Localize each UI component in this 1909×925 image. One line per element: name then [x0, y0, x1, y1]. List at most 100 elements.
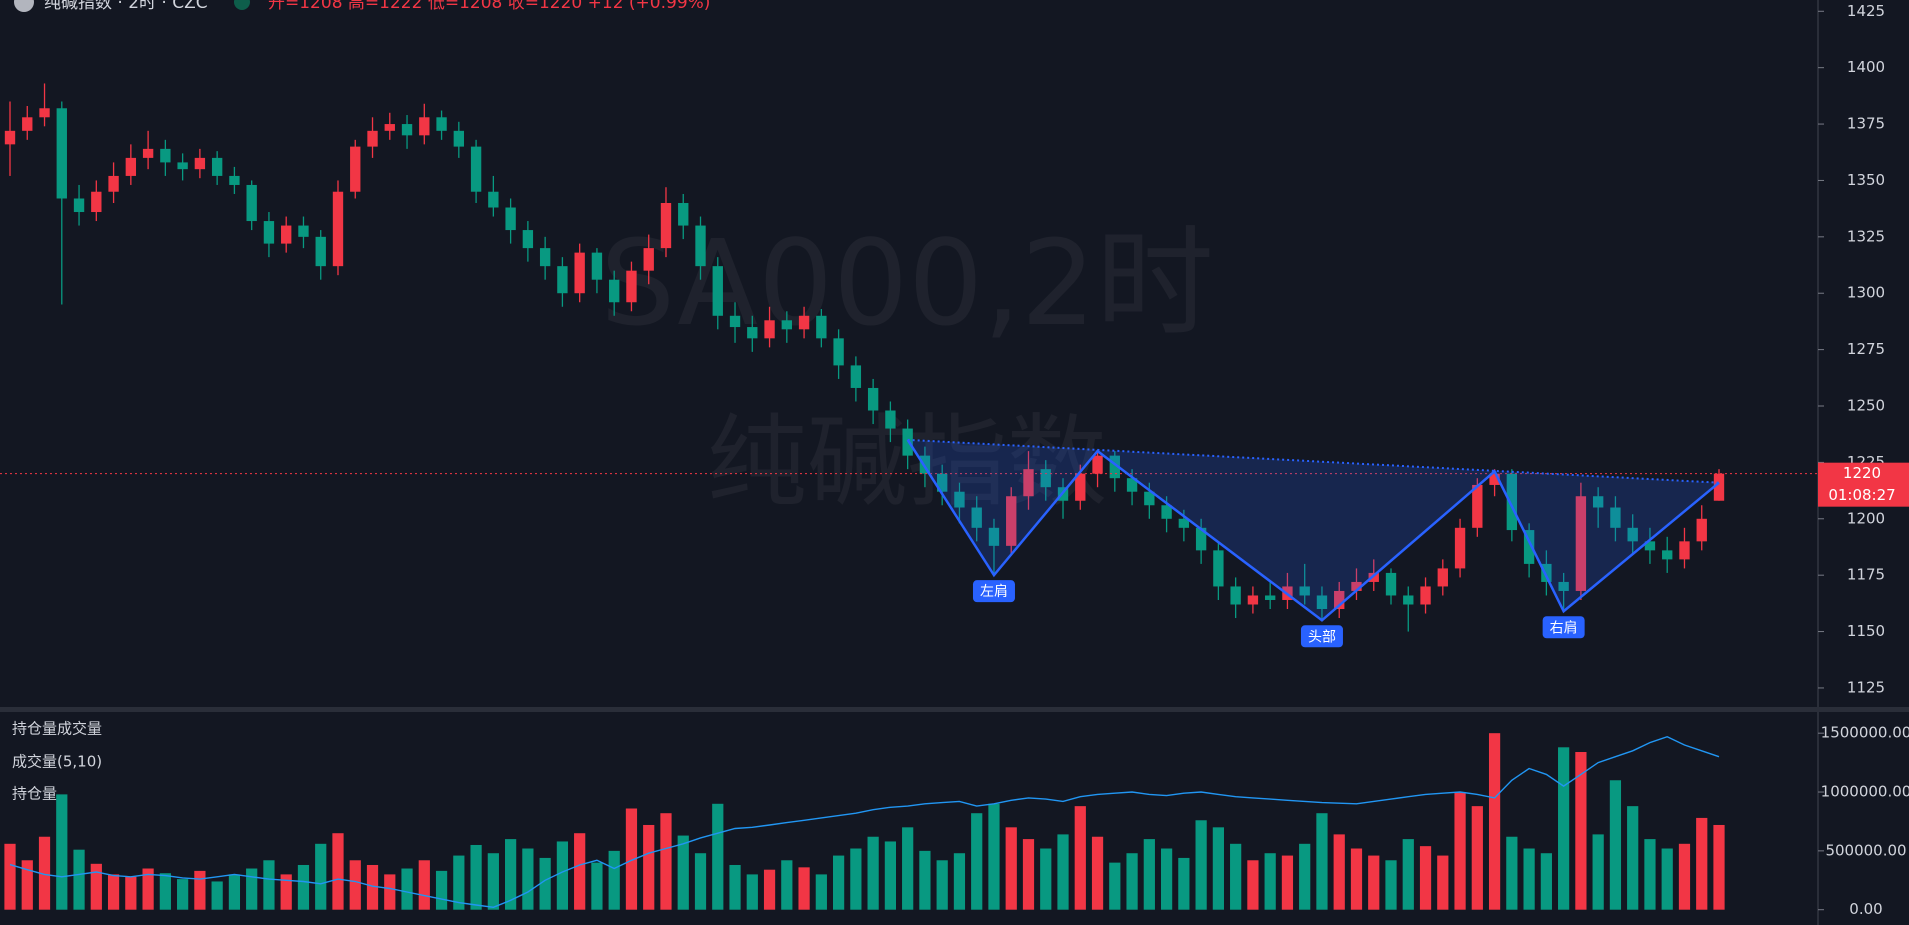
- countdown: 01:08:27: [1828, 486, 1895, 504]
- volume-bar: [902, 827, 914, 910]
- volume-bar: [850, 848, 862, 910]
- candle-body: [488, 191, 499, 208]
- volume-bar: [1644, 839, 1656, 910]
- candle-body: [470, 146, 482, 192]
- candle-body: [384, 124, 395, 131]
- candle-body: [1541, 563, 1552, 582]
- candle-body: [1023, 469, 1034, 497]
- candle-body: [4, 130, 16, 145]
- volume-bar: [1212, 827, 1224, 910]
- candle-body: [660, 203, 672, 249]
- candle-body: [436, 117, 447, 131]
- candle-body: [816, 315, 827, 339]
- last-price-label: 1220: [1843, 464, 1881, 482]
- candle-body: [1144, 491, 1155, 506]
- candle-body: [1075, 473, 1086, 501]
- volume-bar: [1678, 843, 1691, 910]
- volume-bar: [936, 860, 948, 910]
- candle-body: [505, 207, 516, 231]
- candle-body: [263, 221, 275, 244]
- volume-bar: [349, 860, 361, 910]
- candle-body: [1506, 473, 1518, 531]
- volume-bar: [884, 841, 897, 910]
- legend-entry: 持仓量: [12, 785, 57, 803]
- volume-bar: [1419, 846, 1432, 910]
- volume-bar: [643, 824, 655, 910]
- volume-bar: [677, 835, 689, 910]
- watermark-symbol: SA000,2时: [600, 214, 1214, 352]
- candle-body: [781, 320, 792, 330]
- neckline: [907, 438, 1720, 484]
- volume-bar: [522, 848, 534, 910]
- volume-bar: [56, 794, 68, 910]
- y-tick-label: 1175: [1847, 566, 1885, 584]
- volume-bar: [1540, 853, 1552, 910]
- volume-bar: [1160, 848, 1173, 910]
- volume-bar: [608, 850, 620, 910]
- volume-bar: [763, 869, 776, 910]
- volume-bar: [556, 841, 569, 910]
- candle-body: [988, 527, 1000, 546]
- volume-bar: [574, 833, 586, 910]
- candle-body: [1264, 595, 1276, 600]
- candle-body: [712, 266, 723, 316]
- volume-bar: [971, 813, 983, 910]
- pattern-label: 左肩: [980, 584, 1008, 600]
- candle-body: [1161, 505, 1172, 519]
- volume-bar: [315, 843, 327, 910]
- volume-bar: [73, 849, 85, 910]
- volume-bar: [297, 864, 310, 910]
- pattern-label-box: [1542, 616, 1585, 639]
- candle-body: [160, 148, 171, 163]
- last-price-tag: [1818, 462, 1909, 507]
- volume-bar: [953, 853, 966, 910]
- candle-body: [1006, 496, 1017, 546]
- candle-body: [1299, 586, 1310, 596]
- volume-bar: [194, 870, 206, 910]
- volume-bar: [1091, 836, 1104, 910]
- candle-body: [1040, 469, 1051, 488]
- candle-body: [764, 320, 775, 339]
- candle-body: [1713, 473, 1725, 501]
- candle-body: [332, 191, 344, 267]
- volume-bar: [1316, 813, 1328, 910]
- candle-body: [56, 108, 67, 199]
- candle-body: [1679, 541, 1690, 560]
- candle-body: [609, 279, 620, 303]
- candle-body: [401, 124, 413, 136]
- volume-bar: [781, 860, 793, 910]
- candle-body: [971, 507, 982, 528]
- volume-bar: [1661, 848, 1673, 910]
- volume-bar: [418, 860, 430, 910]
- candle-body: [1213, 550, 1224, 587]
- pattern-label-box: [1300, 625, 1343, 648]
- candle-body: [1575, 496, 1587, 591]
- volume-bar: [1523, 848, 1535, 910]
- candle-body: [1230, 586, 1241, 605]
- volume-bar: [21, 860, 33, 910]
- candle-body: [229, 175, 240, 185]
- volume-bar: [211, 881, 223, 910]
- volume-bar: [625, 808, 638, 910]
- volume-bar: [142, 868, 154, 910]
- candle-body: [643, 248, 654, 271]
- volume-bar: [1437, 855, 1449, 910]
- volume-bar: [1488, 733, 1501, 910]
- chart-title: 纯碱指数 · 2时 · CZC: [44, 0, 208, 13]
- candle-body: [1610, 507, 1621, 528]
- pattern-line: [906, 439, 1720, 622]
- volume-bar: [1350, 848, 1363, 910]
- candle-body: [73, 198, 85, 213]
- volume-bar: [1506, 836, 1518, 910]
- volume-bar: [815, 874, 827, 910]
- symbol-icon: [14, 0, 34, 12]
- volume-bar: [332, 833, 344, 910]
- candle-body: [850, 365, 862, 388]
- volume-bar: [38, 836, 51, 910]
- volume-bar: [746, 874, 758, 910]
- candle-body: [1437, 568, 1448, 587]
- volume-bar: [1627, 806, 1639, 910]
- candle-body: [177, 162, 188, 170]
- candle-body: [867, 387, 879, 411]
- volume-bar: [159, 873, 171, 910]
